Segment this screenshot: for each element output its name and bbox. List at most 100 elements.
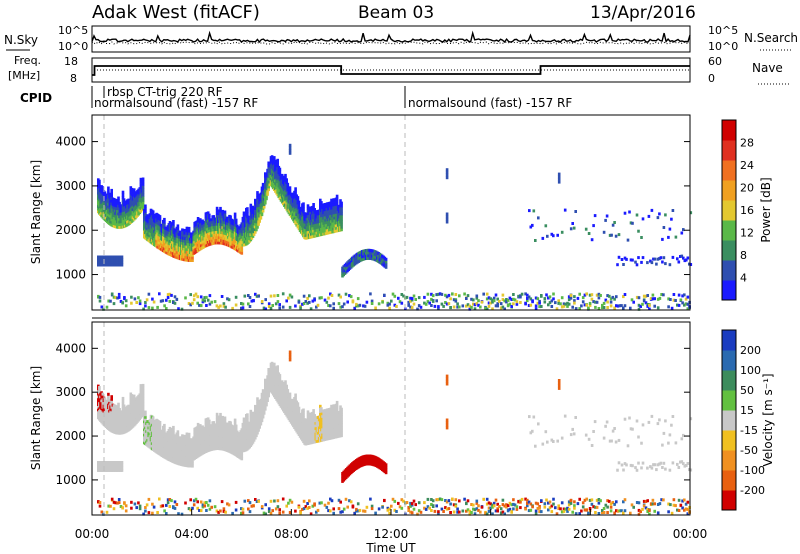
data-cell: [323, 298, 327, 302]
data-cell: [141, 404, 145, 408]
data-cell: [291, 192, 294, 196]
data-cell: [622, 263, 625, 266]
data-cell: [635, 263, 639, 267]
data-cell: [123, 406, 127, 410]
data-cell: [227, 298, 231, 302]
data-cell: [538, 305, 541, 309]
data-cell: [129, 392, 133, 396]
data-cell: [437, 305, 440, 309]
data-cell: [130, 190, 134, 194]
data-cell: [288, 149, 292, 153]
data-cell: [386, 301, 390, 305]
data-cell: [428, 301, 431, 305]
data-cell: [121, 193, 125, 197]
data-cell: [184, 296, 187, 300]
data-cell: [609, 304, 613, 308]
data-cell: [426, 292, 430, 296]
data-cell: [249, 409, 253, 413]
data-cell: [610, 233, 613, 237]
data-cell: [571, 305, 574, 309]
data-cell: [308, 300, 311, 304]
data-cell: [246, 207, 249, 211]
power-ytick-label: 4000: [55, 135, 86, 149]
data-cell: [562, 302, 566, 306]
data-cell: [312, 205, 315, 209]
data-cell: [681, 301, 684, 305]
data-cell: [206, 417, 210, 421]
data-cell: [569, 293, 573, 297]
data-cell: [144, 209, 147, 213]
data-cell: [683, 259, 687, 263]
data-cell: [288, 305, 292, 309]
data-cell: [212, 421, 216, 425]
data-cell: [686, 295, 690, 299]
data-cell: [587, 232, 591, 235]
data-cell: [141, 402, 145, 406]
data-cell: [592, 224, 595, 228]
data-cell: [552, 234, 555, 238]
data-cell: [496, 304, 499, 308]
data-cell: [329, 304, 332, 308]
data-cell: [282, 175, 285, 179]
data-cell: [113, 198, 117, 202]
data-cell: [405, 295, 409, 299]
data-cell: [163, 429, 166, 433]
data-cell: [223, 416, 227, 420]
data-cell: [430, 297, 433, 301]
data-cell: [276, 300, 280, 304]
data-cell: [226, 297, 229, 301]
data-cell: [653, 304, 656, 308]
data-cell: [664, 213, 667, 217]
data-cell: [231, 306, 234, 310]
data-cell: [144, 301, 147, 304]
data-cell: [670, 217, 673, 221]
data-cell: [260, 213, 264, 217]
data-cell: [110, 191, 113, 195]
data-cell: [191, 461, 194, 465]
data-cell: [234, 218, 238, 222]
data-cell: [242, 211, 246, 215]
data-cell: [656, 297, 660, 301]
data-cell: [547, 296, 550, 300]
data-cell: [620, 258, 624, 261]
data-cell: [505, 298, 508, 301]
data-cell: [249, 238, 253, 242]
data-cell: [185, 226, 189, 230]
data-cell: [262, 205, 266, 209]
data-cell: [543, 300, 547, 304]
data-cell: [276, 164, 279, 168]
noise-panel: N.Sky 10^5 10^0 10^5 10^0 N.Search: [4, 24, 798, 53]
data-cell: [689, 211, 693, 215]
data-cell: [606, 294, 609, 298]
data-cell: [536, 297, 540, 301]
data-cell: [262, 306, 266, 310]
data-cell: [557, 172, 561, 176]
data-cell: [637, 303, 641, 307]
data-cell: [139, 389, 143, 393]
data-cell: [470, 297, 473, 301]
data-cell: [196, 217, 200, 220]
data-cell: [234, 424, 238, 428]
data-cell: [120, 260, 124, 264]
data-cell: [519, 295, 522, 299]
data-cell: [208, 216, 211, 220]
data-cell: [393, 294, 397, 298]
data-cell: [340, 228, 343, 232]
data-cell: [594, 300, 597, 304]
data-cell: [587, 306, 590, 310]
data-cell: [178, 438, 182, 442]
data-cell: [374, 306, 377, 310]
data-cell: [648, 303, 651, 307]
data-cell: [274, 302, 278, 306]
data-cell: [139, 384, 143, 388]
data-cell: [466, 303, 470, 307]
data-cell: [340, 225, 343, 229]
data-cell: [285, 181, 288, 184]
data-cell: [181, 439, 184, 443]
data-cell: [512, 302, 515, 306]
data-cell: [383, 293, 386, 297]
data-cell: [121, 190, 125, 194]
data-cell: [251, 234, 255, 238]
data-cell: [276, 158, 279, 162]
data-cell: [196, 301, 199, 305]
